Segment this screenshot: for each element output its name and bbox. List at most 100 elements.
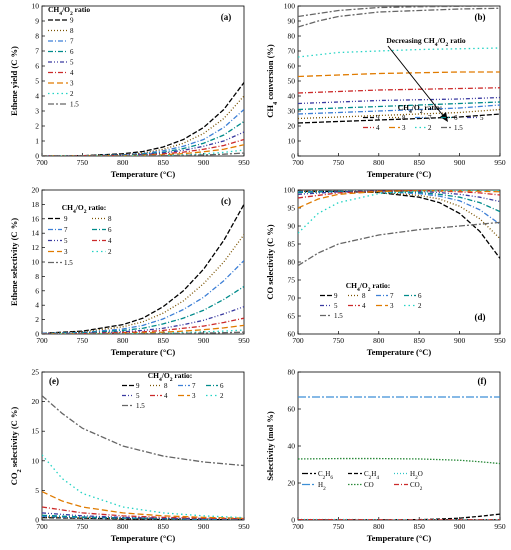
legend-item: C2H4 <box>348 470 379 481</box>
y-tick-label: 12 <box>32 243 40 252</box>
y-tick-label: 16 <box>32 214 40 223</box>
legend-item: 7 <box>48 38 74 46</box>
panel-label: (e) <box>49 376 59 386</box>
y-tick-label: 25 <box>32 368 40 377</box>
y-tick-label: 18 <box>32 200 40 209</box>
legend-item: 5 <box>48 59 74 67</box>
legend-item: 5 <box>467 114 484 122</box>
y-axis-label: CH4 conversion (%) <box>265 44 279 118</box>
panel-label: (b) <box>475 12 486 22</box>
series-line-CO <box>298 457 500 465</box>
y-tick-label: 2 <box>35 122 39 131</box>
y-tick-label: 70 <box>288 47 296 56</box>
x-tick-label: 800 <box>373 522 385 531</box>
annotation-text: Decreasing CH4/O2 ratio <box>386 36 465 48</box>
legend-item: C2H6 <box>302 470 333 481</box>
series-line-9 <box>298 113 500 124</box>
legend: CH4/O2 ratio: 9 8 7 6 5 4 3 2 1.5 <box>363 103 484 132</box>
y-tick-label: 0 <box>35 330 39 339</box>
legend-label: 4 <box>362 302 366 310</box>
y-tick-label: 5 <box>35 486 39 495</box>
series-line-8 <box>42 234 244 334</box>
legend-title: CH4/O2 ratio: <box>62 203 107 215</box>
x-tick-label: 700 <box>292 158 304 167</box>
x-tick-label: 750 <box>77 336 89 345</box>
y-tick-label: 20 <box>32 397 40 406</box>
series-line-2 <box>42 454 244 519</box>
legend-label: 5 <box>64 237 68 245</box>
legend-label: 7 <box>64 226 68 234</box>
panel-label: (c) <box>221 196 231 206</box>
legend-title: CH4/O2 ratio: <box>346 281 391 293</box>
legend-item: 9 <box>320 292 338 300</box>
y-tick-label: 20 <box>288 122 296 131</box>
x-tick-label: 950 <box>238 522 250 531</box>
legend-item: H2O <box>394 470 423 481</box>
series-group <box>42 395 244 520</box>
legend-label: 9 <box>376 114 380 122</box>
legend-label: 8 <box>402 114 406 122</box>
legend-item: 9 <box>122 382 140 390</box>
x-axis-label: Temperature (°C) <box>367 347 432 357</box>
x-tick-label: 900 <box>198 336 210 345</box>
legend-item: 1.5 <box>48 101 79 109</box>
legend-item: 3 <box>178 392 196 400</box>
legend-label: 9 <box>70 17 74 25</box>
legend-item: 4 <box>348 302 366 310</box>
y-tick-label: 80 <box>288 368 296 377</box>
series-line-4 <box>298 87 500 94</box>
legend-label: 6 <box>70 48 74 56</box>
plot-frame <box>297 371 501 521</box>
legend-label: 5 <box>136 392 140 400</box>
legend-item: 5 <box>122 392 140 400</box>
legend-item: 1.5 <box>320 312 343 320</box>
legend-label: 8 <box>108 215 112 223</box>
x-axis-label: Temperature (°C) <box>111 347 176 357</box>
panel-d: 700 750 800 850 900 9506065707580859095100Tem… <box>265 186 506 358</box>
legend-title: CH4/O2 ratio: <box>148 371 193 383</box>
legend-item: 6 <box>404 292 422 300</box>
y-axis-label: CO2 selectivity (C %) <box>9 407 23 486</box>
y-tick-label: 8 <box>35 272 39 281</box>
legend-label: 9 <box>64 215 68 223</box>
y-tick-label: 10 <box>32 2 40 11</box>
y-tick-label: 5 <box>35 77 39 86</box>
legend: CH4/O2 ratio: 9 8 7 6 5 4 3 2 1.5 <box>320 281 422 320</box>
legend-item: 8 <box>48 27 74 35</box>
series-line-9 <box>298 190 500 259</box>
x-tick-label: 800 <box>117 158 129 167</box>
panel-label: (d) <box>475 312 486 322</box>
series-line-7 <box>298 104 500 115</box>
legend-item: 8 <box>150 382 168 390</box>
legend-label: 1.5 <box>454 124 463 132</box>
series-line-5 <box>42 306 244 334</box>
legend-item: CO2 <box>394 481 423 492</box>
legend-label: 5 <box>480 114 484 122</box>
legend-item: 3 <box>376 302 394 310</box>
legend-label: 9 <box>136 382 140 390</box>
plot-frame <box>297 189 501 335</box>
series-line-9 <box>42 204 244 334</box>
panel-b: 700 750 800 850 900 950 0 10 20 30 40 50 60 70 80 90 100… <box>265 2 506 180</box>
x-tick-label: 950 <box>494 336 506 345</box>
series-group <box>298 190 500 267</box>
x-tick-label: 900 <box>198 522 210 531</box>
series-line-1.5 <box>298 7 500 28</box>
y-tick-label: 95 <box>288 204 296 213</box>
legend-item: 2 <box>48 90 74 98</box>
y-tick-label: 20 <box>32 186 40 195</box>
y-tick-label: 90 <box>288 17 296 26</box>
legend-label: 5 <box>334 302 338 310</box>
legend-label: 2 <box>428 124 432 132</box>
legend-item: 4 <box>363 124 380 132</box>
series-group <box>298 6 500 124</box>
x-tick-label: 950 <box>238 158 250 167</box>
y-tick-label: 9 <box>35 17 39 26</box>
x-tick-label: 900 <box>454 522 466 531</box>
series-line-1.5 <box>42 395 244 467</box>
x-tick-label: 900 <box>454 158 466 167</box>
x-tick-label: 750 <box>333 158 345 167</box>
legend-label: 6 <box>108 226 112 234</box>
y-tick-label: 100 <box>284 186 296 195</box>
